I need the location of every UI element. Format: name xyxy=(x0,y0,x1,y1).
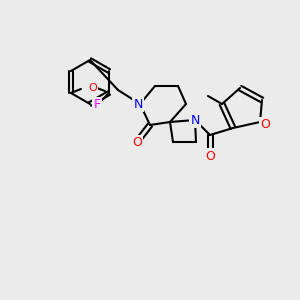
Text: N: N xyxy=(190,113,200,127)
Text: N: N xyxy=(133,98,143,110)
Text: O: O xyxy=(260,118,270,131)
Text: F: F xyxy=(94,98,100,112)
Text: O: O xyxy=(88,83,97,93)
Text: O: O xyxy=(205,149,215,163)
Text: O: O xyxy=(132,136,142,149)
